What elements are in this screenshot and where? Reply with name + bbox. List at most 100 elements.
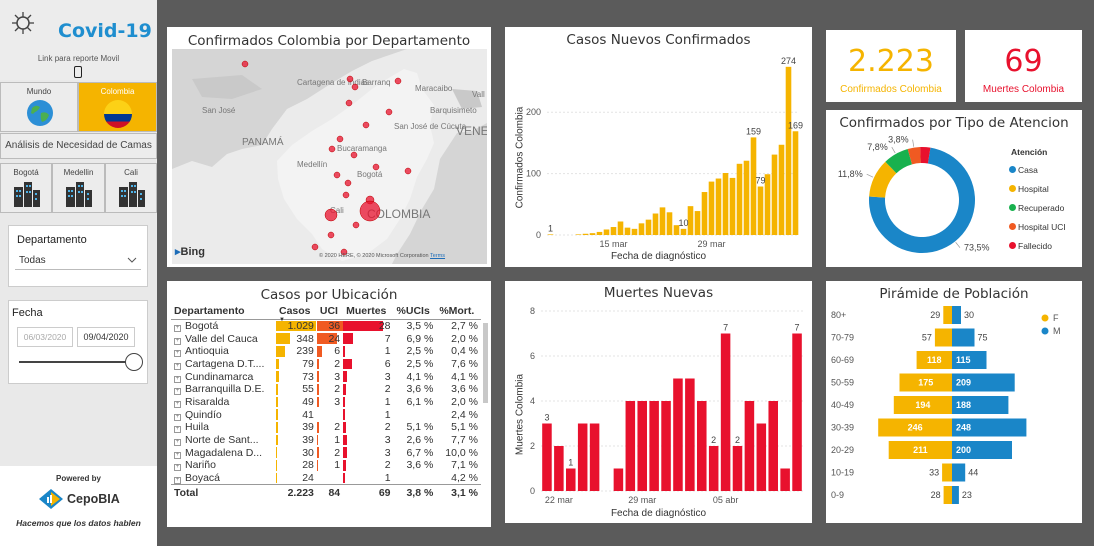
fecha-slider-track[interactable] (19, 361, 134, 363)
expand-icon[interactable]: + (174, 350, 181, 358)
table-row[interactable]: + Nariño 28 1 2 3,6 % 7,1 % (171, 459, 481, 472)
bar-m[interactable] (952, 418, 1027, 437)
legend-item[interactable]: Hospital UCI (1009, 217, 1066, 236)
legend-item[interactable]: Fallecido (1009, 236, 1066, 255)
bar[interactable] (566, 468, 576, 492)
table-row[interactable]: + Huila 39 2 2 5,1 % 5,1 % (171, 421, 481, 434)
bar[interactable] (729, 177, 736, 235)
bar[interactable] (757, 186, 764, 235)
bar[interactable] (624, 227, 631, 235)
bar-m[interactable] (952, 328, 975, 347)
bar[interactable] (764, 174, 771, 235)
donut-slice[interactable] (920, 147, 931, 164)
bar[interactable] (768, 401, 778, 491)
bar[interactable] (685, 378, 695, 492)
bar[interactable] (645, 219, 652, 235)
bar[interactable] (750, 137, 757, 235)
city-button-cali[interactable]: Cali (105, 163, 157, 213)
table-row[interactable]: + Antioquia 239 6 1 2,5 % 0,4 % (171, 345, 481, 358)
bar[interactable] (708, 181, 715, 235)
map-point[interactable] (241, 60, 249, 68)
donut-slice[interactable] (869, 147, 975, 254)
bar[interactable] (575, 234, 582, 235)
bar[interactable] (694, 211, 701, 235)
bar-f[interactable] (943, 306, 952, 324)
map-point[interactable] (385, 108, 393, 116)
bar[interactable] (610, 227, 617, 235)
expand-icon[interactable]: + (174, 325, 181, 333)
expand-icon[interactable]: + (174, 464, 181, 472)
table-row[interactable]: + Norte de Sant... 39 1 3 2,6 % 7,7 % (171, 434, 481, 447)
donut-slice[interactable] (885, 148, 913, 174)
scope-button-mundo[interactable]: Mundo (0, 82, 78, 132)
bar-f[interactable] (934, 328, 952, 347)
table-row[interactable]: + Risaralda 49 3 1 6,1 % 2,0 % (171, 396, 481, 409)
map-point[interactable] (352, 221, 360, 229)
expand-icon[interactable]: + (174, 375, 181, 383)
table-row[interactable]: + Quindío 41 1 2,4 % (171, 408, 481, 421)
bar[interactable] (596, 231, 603, 235)
bar[interactable] (792, 131, 799, 235)
bar[interactable] (542, 423, 552, 492)
expand-icon[interactable]: + (174, 400, 181, 408)
col-header-pct-ucis[interactable]: %UCIs (393, 303, 437, 320)
bar[interactable] (673, 225, 680, 235)
map-point[interactable] (350, 151, 358, 159)
phone-icon[interactable] (74, 66, 82, 78)
departamento-dropdown[interactable]: Todas (15, 250, 141, 270)
legend-item[interactable]: Casa (1009, 160, 1066, 179)
bar[interactable] (637, 401, 647, 491)
bar[interactable] (577, 423, 588, 492)
expand-icon[interactable]: + (174, 426, 181, 434)
scope-button-colombia[interactable]: Colombia (78, 82, 157, 132)
map-terms-link[interactable]: Terms (430, 253, 446, 259)
donut-slice[interactable] (907, 147, 921, 165)
bar-m[interactable] (952, 351, 987, 369)
table-row[interactable]: + Magadalena D... 30 2 3 6,7 % 10,0 % (171, 446, 481, 459)
bar[interactable] (715, 178, 722, 235)
bar-f[interactable] (888, 441, 952, 459)
expand-icon[interactable]: + (174, 388, 181, 396)
bar[interactable] (697, 401, 707, 491)
map-point[interactable] (346, 75, 354, 83)
bar-f[interactable] (942, 463, 952, 482)
bar[interactable] (736, 163, 743, 235)
bar-f[interactable] (943, 486, 952, 504)
expand-icon[interactable]: + (174, 439, 181, 447)
map-point[interactable] (311, 243, 319, 251)
map-point[interactable] (372, 163, 380, 171)
colombia-map[interactable]: Cartagena de Indias Barranq Maracaibo Va… (172, 49, 487, 264)
city-button-bogota[interactable]: Bogotá (0, 163, 52, 213)
bar[interactable] (792, 333, 802, 492)
bar[interactable] (732, 446, 743, 491)
legend-label[interactable]: M (1053, 326, 1061, 336)
map-point[interactable] (362, 121, 370, 129)
bar[interactable] (652, 213, 659, 235)
col-header-pct-mort[interactable]: %Mort. (436, 303, 481, 320)
map-point[interactable] (359, 200, 381, 222)
map-point[interactable] (336, 135, 344, 143)
map-point[interactable] (342, 191, 350, 199)
bar[interactable] (701, 192, 708, 235)
bar[interactable] (631, 228, 638, 235)
map-point[interactable] (333, 171, 341, 179)
bar[interactable] (743, 160, 750, 235)
map-point[interactable] (351, 83, 359, 91)
expand-icon[interactable]: + (174, 413, 181, 421)
table-row[interactable]: + Barranquilla D.E. 55 2 2 3,6 % 3,6 % (171, 383, 481, 396)
city-button-medellin[interactable]: Medellin (52, 163, 105, 213)
bar-f[interactable] (916, 351, 952, 369)
table-row[interactable]: + Boyacá 24 1 4,2 % (171, 472, 481, 485)
map-point[interactable] (404, 167, 412, 175)
bar[interactable] (780, 468, 790, 492)
bar[interactable] (722, 173, 729, 235)
bar-f[interactable] (899, 373, 953, 392)
bar-m[interactable] (952, 373, 1015, 392)
bar[interactable] (589, 423, 600, 492)
legend-label[interactable]: F (1053, 313, 1059, 323)
table-scrollbar-thumb[interactable] (483, 323, 488, 403)
bar[interactable] (554, 446, 564, 491)
map-point[interactable] (324, 208, 338, 222)
bar[interactable] (720, 333, 731, 492)
bar[interactable] (617, 221, 624, 235)
